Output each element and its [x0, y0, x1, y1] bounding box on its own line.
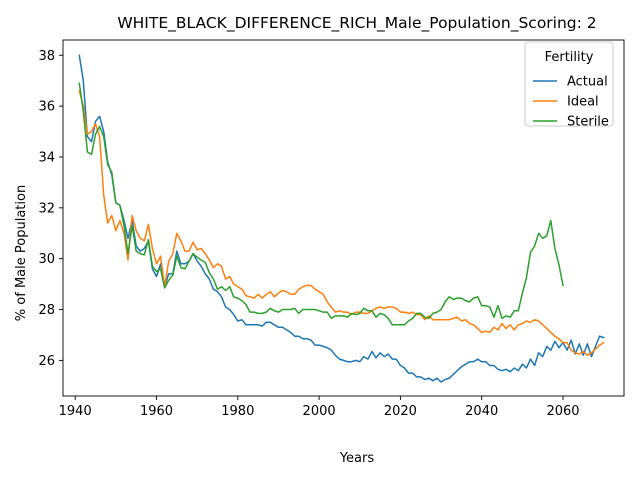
- y-axis-title: % of Male Population: [14, 185, 29, 321]
- x-axis-title: Years: [339, 451, 375, 466]
- x-tick-label: 1980: [221, 404, 254, 419]
- y-tick-label: 26: [38, 354, 55, 369]
- x-tick-label: 2040: [465, 404, 498, 419]
- legend-entries: Actual Ideal Sterile: [533, 75, 609, 130]
- y-tick-label: 32: [38, 201, 55, 216]
- y-tick-label: 34: [38, 150, 55, 165]
- x-tick-label: 2000: [303, 404, 336, 419]
- legend-title: Fertility: [545, 50, 594, 65]
- legend-label-actual: Actual: [567, 75, 608, 90]
- series-line-actual: [78, 54, 605, 383]
- series-layer: [78, 54, 605, 383]
- x-tick-label: 2060: [546, 404, 579, 419]
- chart-title: WHITE_BLACK_DIFFERENCE_RICH_Male_Populat…: [117, 14, 596, 33]
- legend-box: [524, 41, 614, 127]
- y-tick-label: 36: [38, 100, 55, 115]
- y-tick-label: 30: [38, 252, 55, 267]
- series-line-ideal: [78, 89, 605, 357]
- legend: Fertility Actual Ideal Sterile: [524, 41, 614, 130]
- legend-label-ideal: Ideal: [567, 95, 599, 110]
- plot-border: [62, 39, 625, 397]
- y-tick-label: 38: [38, 49, 55, 64]
- x-tick-label: 1940: [59, 404, 92, 419]
- legend-label-sterile: Sterile: [567, 115, 609, 130]
- y-tick-label: 28: [38, 303, 55, 318]
- x-tick-label: 1960: [140, 404, 173, 419]
- y-axis: 26 28 30 32 34 36 38: [38, 49, 63, 369]
- x-tick-label: 2020: [384, 404, 417, 419]
- series-line-sterile: [78, 82, 564, 326]
- x-axis: 1940 1960 1980 2000 2020 2040 2060: [59, 396, 580, 419]
